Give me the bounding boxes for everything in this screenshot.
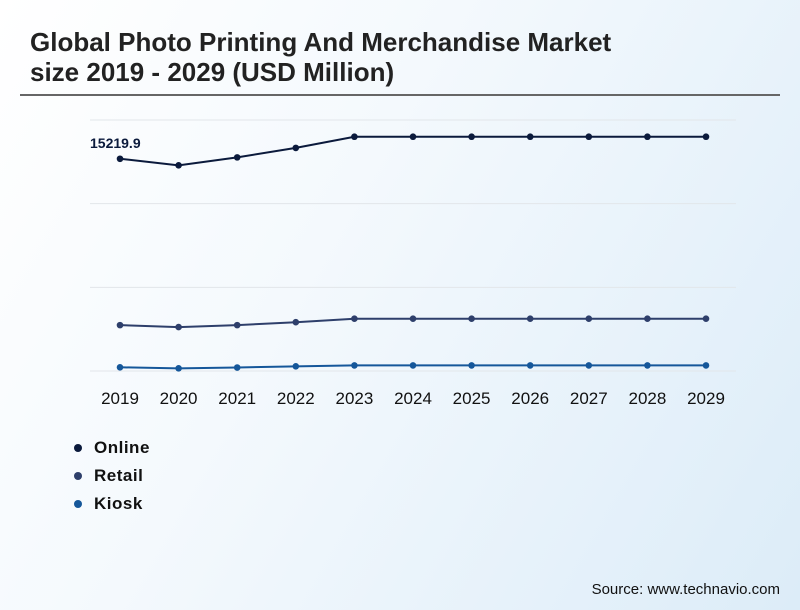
legend-label: Kiosk <box>94 494 143 513</box>
x-tick-label: 2026 <box>511 389 549 408</box>
x-tick-label: 2027 <box>570 389 608 408</box>
data-point-retail <box>526 315 534 323</box>
data-point-kiosk <box>409 362 417 369</box>
data-point-kiosk <box>585 362 593 369</box>
data-point-kiosk <box>526 362 534 369</box>
x-tick-label: 2023 <box>335 389 373 408</box>
data-point-online <box>409 133 417 141</box>
data-point-retail <box>116 321 124 329</box>
data-point-kiosk <box>702 362 710 369</box>
x-tick-label: 2025 <box>453 389 491 408</box>
data-point-kiosk <box>116 364 124 371</box>
data-point-online <box>292 144 300 152</box>
x-tick-label: 2028 <box>628 389 666 408</box>
data-point-retail <box>175 323 182 331</box>
data-point-online <box>526 133 534 141</box>
x-tick-label: 2021 <box>218 389 256 408</box>
legend-marker <box>74 444 82 452</box>
data-point-online <box>644 133 651 141</box>
data-point-retail <box>644 315 651 323</box>
data-point-retail <box>585 315 593 323</box>
data-point-kiosk <box>292 363 300 370</box>
data-point-retail <box>409 315 417 323</box>
data-point-online <box>175 162 182 169</box>
data-point-kiosk <box>468 362 475 369</box>
data-point-retail <box>468 315 475 323</box>
data-point-retail <box>233 321 241 329</box>
series-line-online <box>119 135 706 167</box>
title-divider <box>20 94 780 96</box>
source-note: Source: www.technavio.com <box>591 581 780 598</box>
x-tick-label: 2022 <box>277 389 315 408</box>
legend-item-kiosk: Kiosk <box>74 490 150 518</box>
data-point-retail <box>351 315 358 323</box>
legend-label: Online <box>94 438 150 457</box>
data-point-online <box>702 133 710 141</box>
data-point-retail <box>702 315 710 323</box>
data-point-online <box>351 133 358 141</box>
legend-item-online: Online <box>74 434 150 462</box>
legend-marker <box>74 500 82 508</box>
data-point-retail <box>292 318 300 326</box>
data-label: 15219.9 <box>90 135 141 151</box>
data-point-online <box>468 133 475 141</box>
chart-title-line-1: Global Photo Printing And Merchandise Ma… <box>30 27 612 57</box>
data-point-online <box>233 154 241 161</box>
data-point-online <box>116 155 124 163</box>
legend-item-retail: Retail <box>74 462 150 490</box>
data-point-kiosk <box>175 365 182 372</box>
x-tick-label: 2020 <box>160 389 198 408</box>
data-point-kiosk <box>644 362 651 369</box>
legend-marker <box>74 472 82 480</box>
x-tick-label: 2019 <box>101 389 139 408</box>
x-tick-label: 2029 <box>687 389 725 408</box>
data-point-online <box>585 133 593 141</box>
data-point-kiosk <box>351 362 358 369</box>
x-tick-label: 2024 <box>394 389 432 408</box>
legend-label: Retail <box>94 466 144 485</box>
data-point-kiosk <box>233 364 241 371</box>
chart-legend: Online Retail Kiosk <box>74 434 150 518</box>
chart-title-line-2: size 2019 - 2029 (USD Million) <box>30 57 395 87</box>
chart-title: Global Photo Printing And Merchandise Ma… <box>30 27 611 87</box>
